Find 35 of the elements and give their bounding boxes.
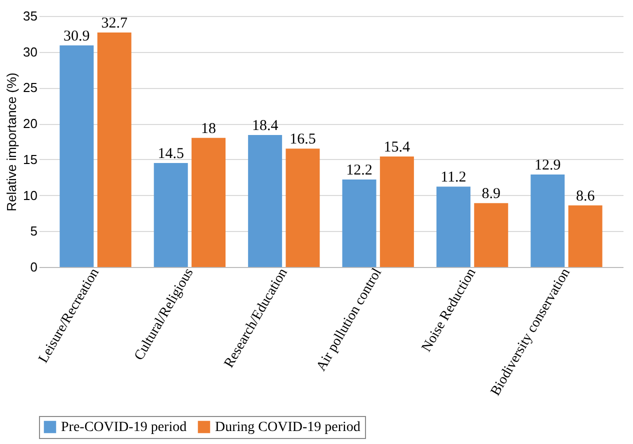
- data-label: 14.5: [158, 146, 184, 162]
- data-label: 15.4: [384, 140, 411, 156]
- y-tick-label: 15: [23, 152, 38, 167]
- bar: [568, 205, 602, 267]
- data-label: 12.2: [346, 162, 372, 179]
- y-tick-label: 35: [23, 8, 38, 24]
- data-label: 12.9: [534, 157, 561, 174]
- bar: [97, 32, 132, 267]
- data-label: 18: [201, 120, 216, 137]
- bar: [154, 163, 188, 267]
- bar: [474, 203, 508, 267]
- data-label: 18.4: [252, 118, 279, 134]
- bar: [530, 174, 565, 267]
- bar: [192, 138, 226, 267]
- y-tick-label: 5: [30, 224, 38, 239]
- legend-label: During COVID-19 period: [215, 420, 360, 435]
- y-tick-label: 0: [30, 260, 38, 274]
- y-tick-label: 10: [23, 188, 38, 203]
- data-label: 8.6: [576, 188, 596, 204]
- y-axis-title: Relative importance (%): [4, 72, 20, 212]
- bar: [436, 186, 470, 267]
- data-label: 8.9: [482, 186, 501, 202]
- y-tick-label: 25: [23, 80, 38, 96]
- bar: [60, 45, 94, 267]
- data-label: 16.5: [290, 132, 316, 148]
- data-label: 11.2: [440, 170, 466, 186]
- data-label: 32.7: [101, 15, 128, 32]
- legend-label: Pre-COVID-19 period: [61, 420, 187, 435]
- data-label: 30.9: [64, 28, 90, 44]
- bar: [342, 180, 376, 267]
- bar: [380, 156, 414, 267]
- bar: [286, 148, 320, 267]
- y-tick-label: 20: [23, 116, 38, 132]
- bar: [248, 135, 282, 267]
- y-tick-label: 30: [23, 44, 38, 60]
